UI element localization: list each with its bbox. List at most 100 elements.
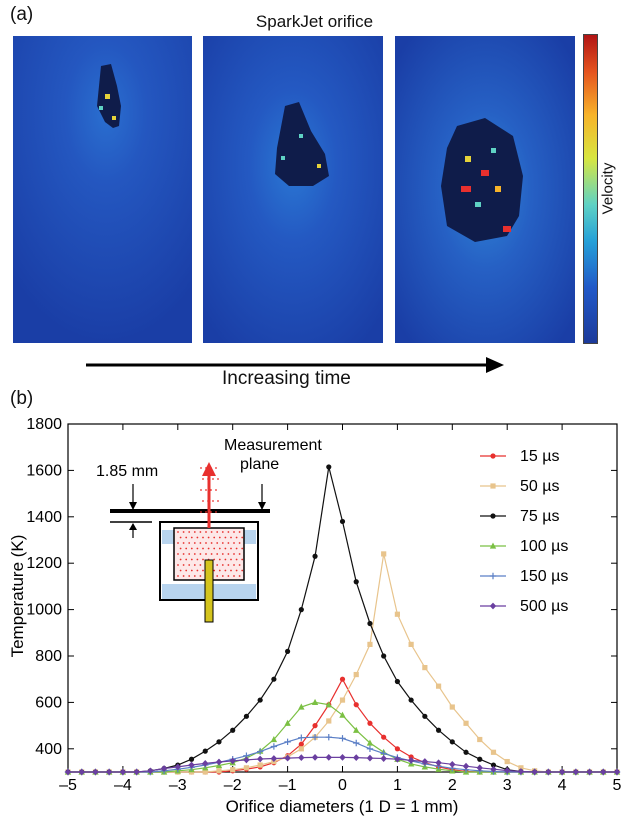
x-tick-label: 5 [613, 777, 622, 794]
inset-dot [207, 536, 210, 539]
inset-dot [227, 542, 230, 544]
data-point [381, 734, 387, 740]
data-point [367, 641, 373, 647]
inset-dot [227, 564, 230, 566]
data-point [298, 607, 304, 613]
inset-dot [185, 547, 188, 550]
data-point [230, 727, 236, 733]
data-point [312, 553, 318, 559]
inset-dot [202, 547, 204, 550]
legend-entry-s500: 500 µs [480, 598, 568, 615]
inset-dot [230, 536, 232, 539]
data-point [600, 768, 607, 776]
inset-dot [182, 564, 185, 566]
x-tick-label: 3 [503, 777, 512, 794]
inset-dot [188, 542, 191, 544]
inset-dot [212, 478, 214, 480]
data-point [285, 648, 291, 654]
inset-dot [185, 558, 188, 561]
inset-dot [193, 531, 196, 533]
inset-dot [179, 569, 182, 572]
x-tick-label: 0 [338, 777, 347, 794]
inset-dot [241, 547, 244, 550]
data-point [284, 738, 291, 746]
inset-dot [235, 558, 238, 561]
inset-dot [221, 542, 224, 544]
inset-dot [224, 569, 227, 572]
y-tick-label: 1800 [26, 416, 62, 433]
inset-dot [188, 564, 191, 566]
data-point [256, 755, 264, 763]
inset-dot [205, 511, 207, 513]
panel-a-label: (a) [10, 4, 34, 25]
legend-entry-s100: 100 µs [480, 538, 568, 555]
inset-dot [241, 536, 244, 539]
inset-dot [216, 575, 219, 577]
data-point [298, 746, 304, 752]
inset-dot [224, 536, 227, 539]
y-tick-label: 1400 [26, 509, 62, 526]
data-point [147, 767, 154, 775]
inset-measurement-line1: Measurement [224, 437, 322, 454]
x-tick-label: –3 [169, 777, 187, 794]
data-point [119, 768, 127, 776]
inset-dot [188, 531, 191, 533]
data-point [435, 683, 442, 689]
data-point [133, 768, 140, 776]
data-point [381, 653, 387, 659]
inset-dot [216, 553, 219, 555]
inset-dot [241, 558, 244, 561]
inset-dot [185, 569, 188, 572]
data-point [312, 723, 318, 729]
data-point [394, 611, 400, 617]
data-point [408, 641, 414, 647]
inset-dot [179, 547, 182, 550]
inset-dot [212, 500, 214, 502]
inset-dot [224, 558, 227, 561]
inset-dot [205, 531, 207, 533]
inset-dot [202, 536, 204, 539]
inset-dot [241, 569, 244, 572]
data-point [435, 759, 442, 767]
inset-dot [235, 569, 238, 572]
data-point [613, 768, 621, 776]
legend-label: 150 µs [520, 568, 568, 585]
temperature-chart: –5 –4 –3 –2 –1 0 1 2 3 4 5 400 600 800 1000 1200 1400 160… [8, 416, 622, 816]
data-point [476, 764, 483, 772]
data-point [188, 756, 195, 762]
inset-dot [193, 553, 196, 555]
inset-dot [188, 575, 191, 577]
legend-swatch-marker [489, 602, 497, 610]
data-point [380, 755, 387, 762]
legend-swatch-marker [490, 513, 496, 519]
inset-dot [202, 478, 204, 480]
inset-dot [210, 553, 213, 555]
panel-b-label: (b) [10, 388, 34, 409]
inset-dot [213, 547, 216, 550]
data-point [490, 749, 497, 755]
data-point [558, 768, 566, 776]
inset-dot [190, 558, 193, 561]
inset-dot [233, 564, 235, 566]
inset-dot [230, 569, 232, 572]
x-tick-label: –1 [279, 777, 297, 794]
top-title: SparkJet orifice [255, 12, 374, 31]
y-tick-label: 400 [35, 741, 62, 758]
inset-dot [185, 536, 188, 539]
inset-dot [177, 575, 179, 577]
data-point [284, 754, 291, 762]
inset-dot [207, 547, 210, 550]
inset-dot [210, 531, 213, 533]
data-point [367, 720, 373, 726]
inset-dot [179, 558, 182, 561]
data-point [160, 765, 168, 772]
data-point [298, 734, 305, 741]
inset-dot [210, 489, 212, 491]
velocity-image-1 [13, 36, 192, 343]
inset-dot [227, 575, 230, 577]
data-point [270, 743, 278, 750]
series-s500 [64, 753, 621, 776]
inset-dot [177, 531, 179, 533]
legend-label: 500 µs [520, 598, 568, 615]
data-point [202, 748, 208, 754]
